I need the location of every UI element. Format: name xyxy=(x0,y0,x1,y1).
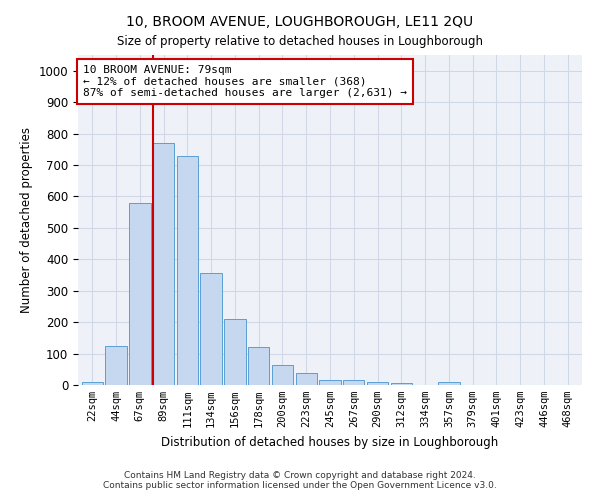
Bar xyxy=(82,382,103,385)
Text: 10 BROOM AVENUE: 79sqm
← 12% of detached houses are smaller (368)
87% of semi-de: 10 BROOM AVENUE: 79sqm ← 12% of detached… xyxy=(83,65,407,98)
Text: Contains HM Land Registry data © Crown copyright and database right 2024.
Contai: Contains HM Land Registry data © Crown c… xyxy=(103,470,497,490)
Bar xyxy=(367,382,388,385)
Bar xyxy=(343,380,364,385)
Bar xyxy=(391,384,412,385)
Bar xyxy=(319,380,341,385)
X-axis label: Distribution of detached houses by size in Loughborough: Distribution of detached houses by size … xyxy=(161,436,499,448)
Bar xyxy=(438,382,460,385)
Bar xyxy=(153,143,174,385)
Bar xyxy=(176,156,198,385)
Bar xyxy=(129,202,151,385)
Text: 10, BROOM AVENUE, LOUGHBOROUGH, LE11 2QU: 10, BROOM AVENUE, LOUGHBOROUGH, LE11 2QU xyxy=(127,15,473,29)
Bar xyxy=(248,348,269,385)
Y-axis label: Number of detached properties: Number of detached properties xyxy=(20,127,33,313)
Bar xyxy=(200,274,222,385)
Bar xyxy=(296,373,317,385)
Bar xyxy=(272,364,293,385)
Bar xyxy=(106,346,127,385)
Text: Size of property relative to detached houses in Loughborough: Size of property relative to detached ho… xyxy=(117,35,483,48)
Bar xyxy=(224,319,245,385)
